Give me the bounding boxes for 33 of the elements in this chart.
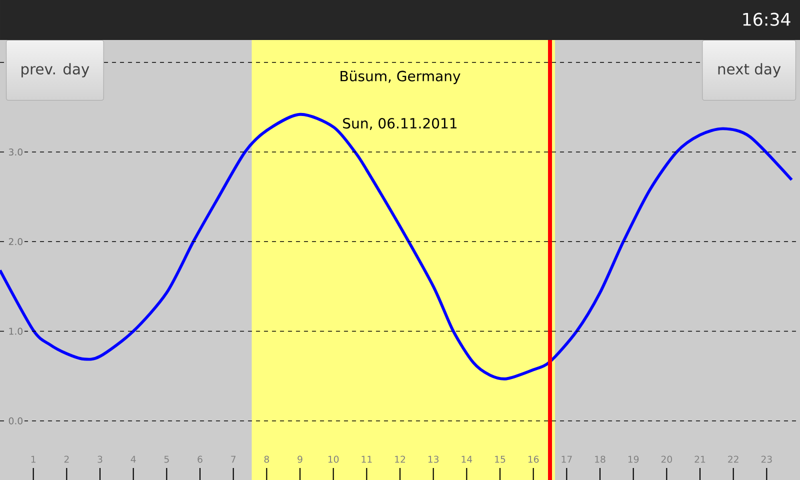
- x-tick-label: 6: [198, 456, 202, 463]
- text: Büsum, Germany: [340, 70, 460, 84]
- x-tick-label: 20: [661, 456, 672, 463]
- x-tick-label: 15: [495, 456, 506, 463]
- x-tick-label: 19: [628, 456, 639, 463]
- text: 16:34: [743, 12, 790, 26]
- x-tick-label: 18: [595, 456, 606, 463]
- x-tick-label: 16: [528, 456, 539, 463]
- x-tick-label: 9: [298, 456, 302, 463]
- x-tick-label: 13: [428, 456, 439, 463]
- x-tick-label: 14: [462, 456, 472, 463]
- x-tick-label: 12: [395, 456, 405, 463]
- y-tick-label: 0.0: [8, 417, 22, 424]
- x-tick-label: 21: [694, 456, 706, 463]
- x-tick-label: 5: [164, 456, 169, 463]
- y-tick-label: 1.0: [9, 328, 22, 335]
- x-tick-label: 7: [231, 456, 236, 463]
- x-tick-label: 10: [328, 456, 339, 463]
- annotation: prev. day: [22, 63, 90, 78]
- text: Sun, 06.11.2011: [343, 118, 457, 130]
- x-tick-label: 17: [562, 456, 572, 463]
- line-series: [0, 112, 794, 380]
- x-tick-label: 23: [761, 456, 772, 463]
- x-tick-label: 1: [31, 456, 36, 463]
- x-tick-label: 22: [728, 456, 738, 463]
- y-tick-label: 2.0: [8, 238, 22, 246]
- x-tick-label: 3: [98, 456, 102, 463]
- y-tick-label: 3.0: [8, 148, 22, 156]
- annotation: next day: [718, 63, 781, 78]
- x-tick-label: 11: [362, 456, 372, 463]
- x-tick-label: 2: [64, 456, 69, 463]
- x-tick-label: 8: [264, 456, 269, 463]
- x-tick-label: 4: [130, 456, 136, 463]
